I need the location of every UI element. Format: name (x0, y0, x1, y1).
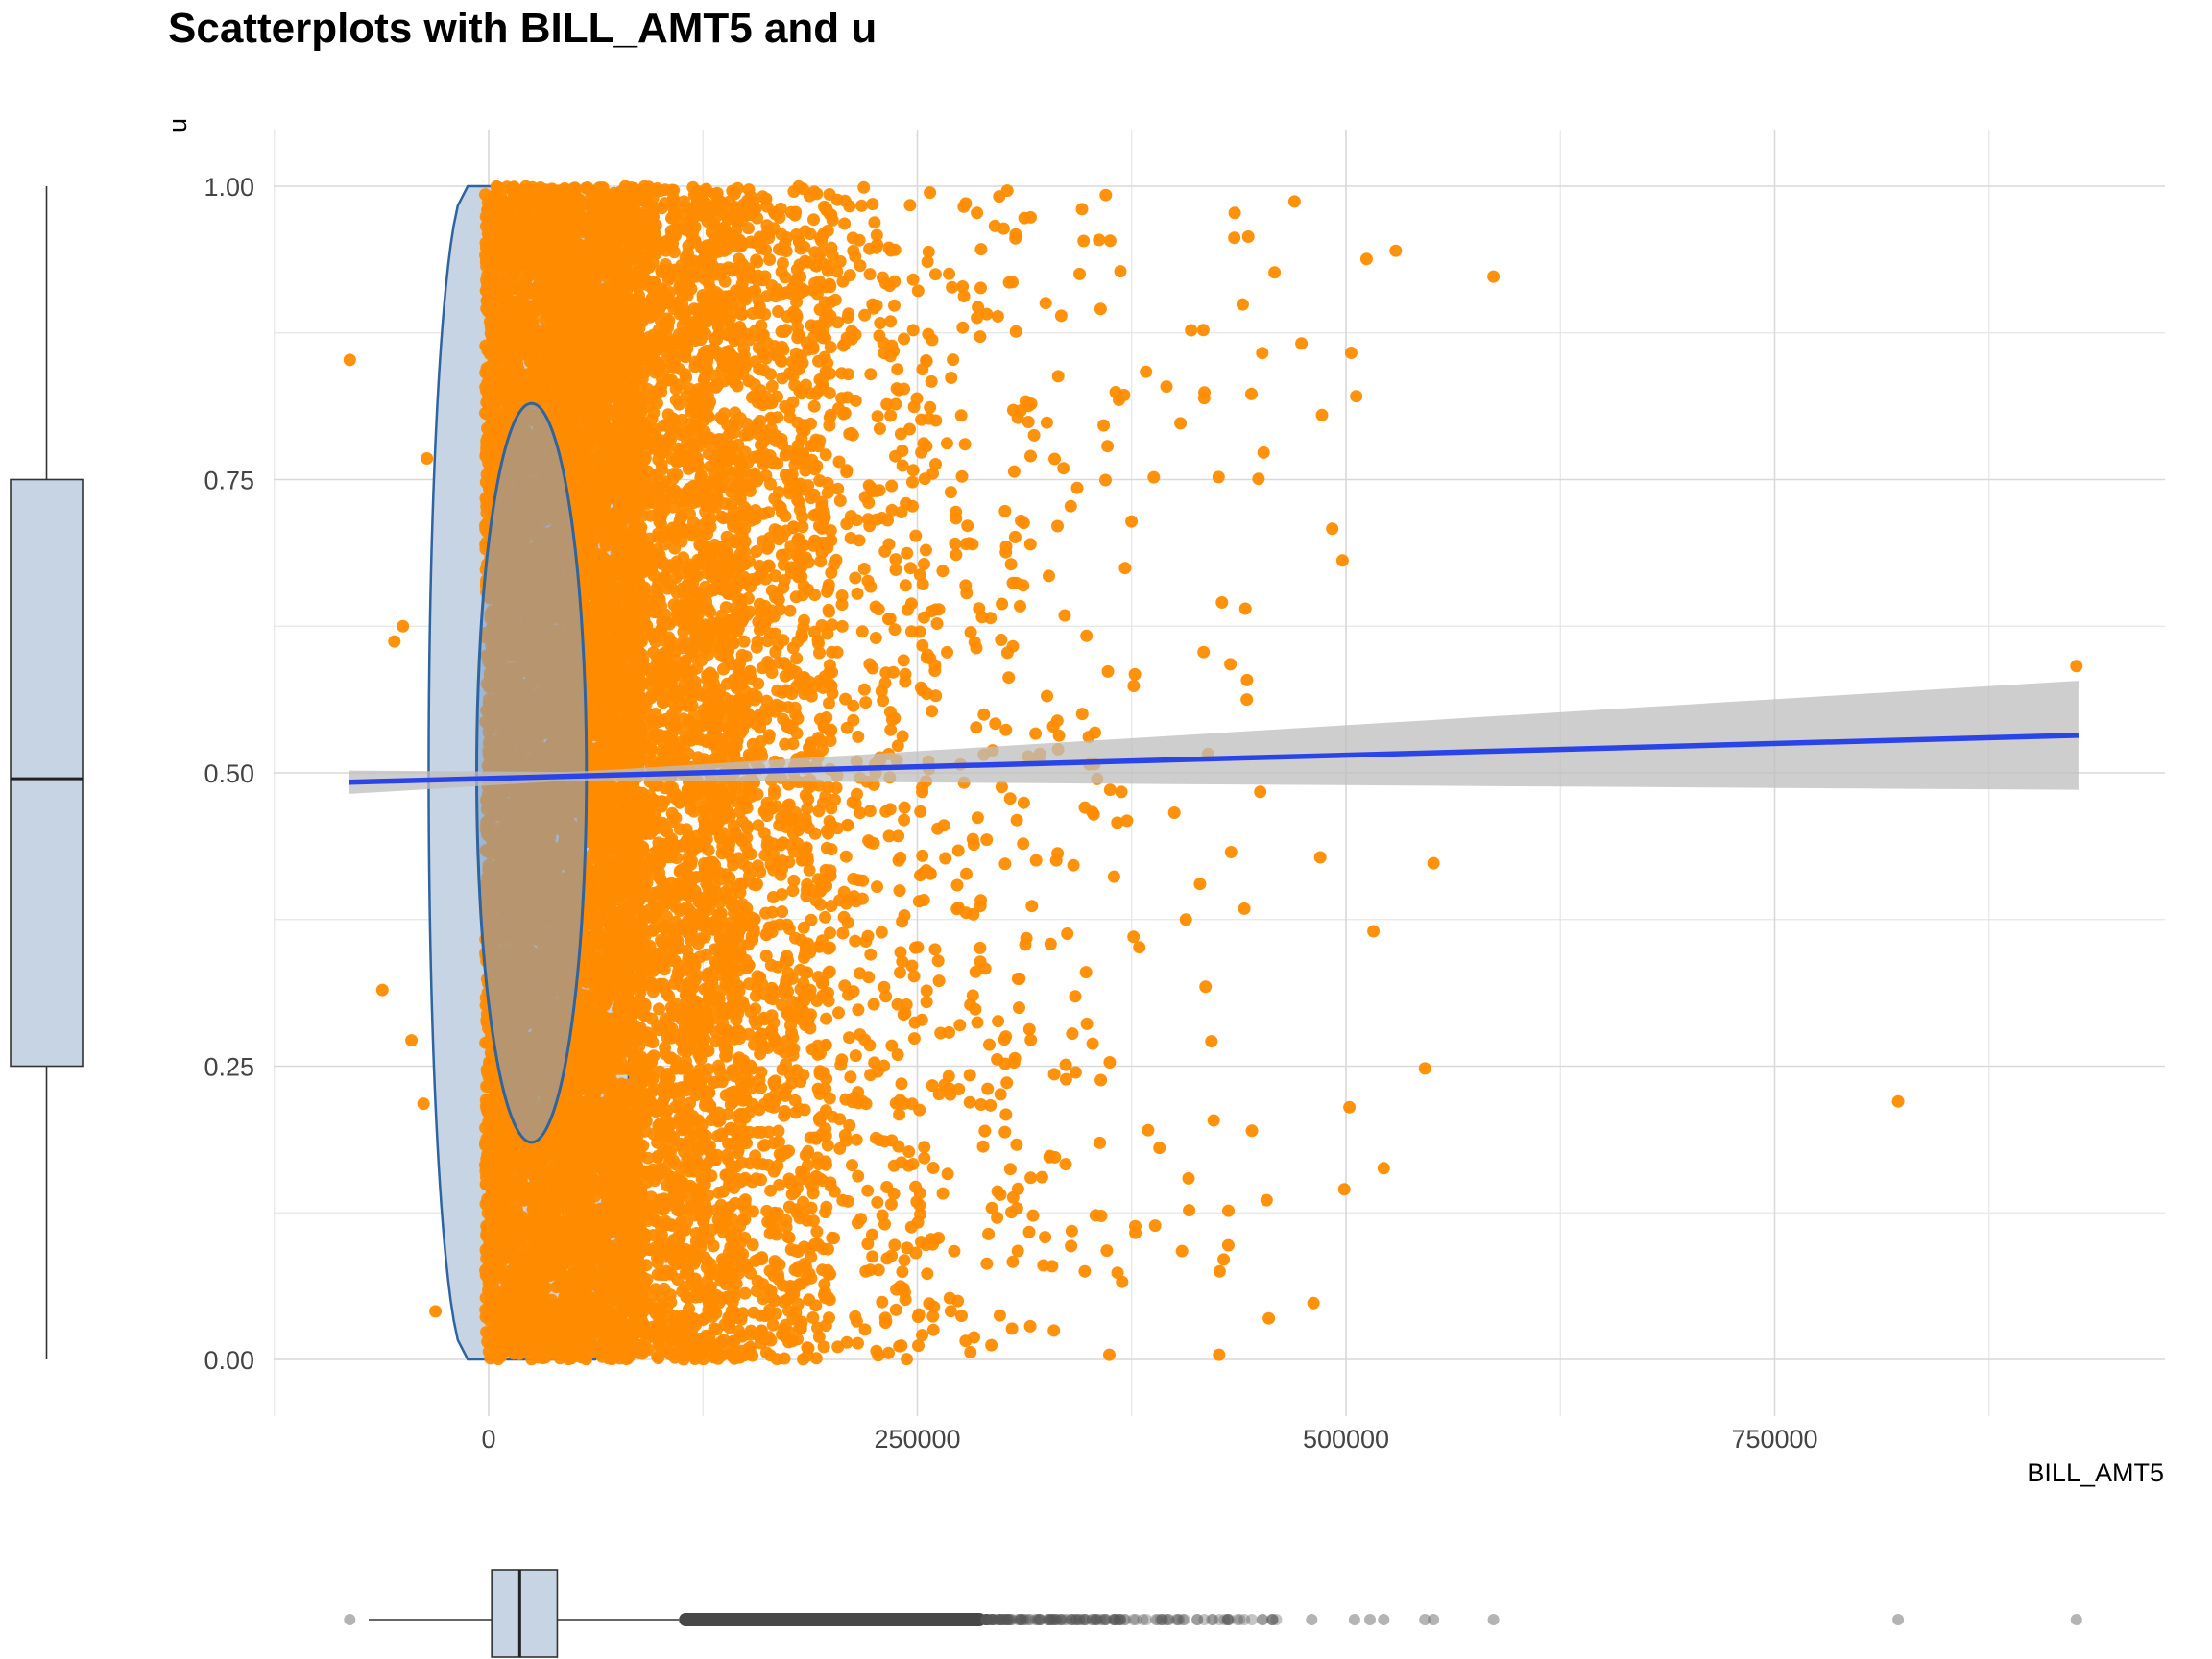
chart-title: Scatterplots with BILL_AMT5 and u (168, 5, 877, 52)
